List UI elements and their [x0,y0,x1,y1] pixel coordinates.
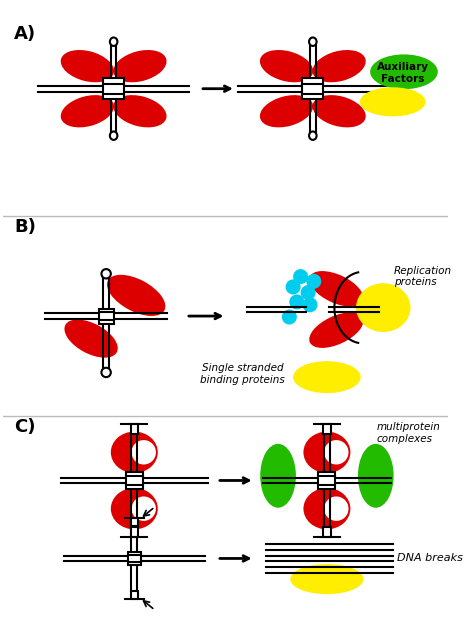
Circle shape [306,274,321,289]
Ellipse shape [370,55,438,89]
Ellipse shape [61,50,114,82]
Polygon shape [319,472,336,489]
Ellipse shape [131,496,156,521]
Ellipse shape [101,368,111,377]
Ellipse shape [293,361,361,393]
Ellipse shape [356,283,410,332]
Circle shape [282,309,297,325]
Ellipse shape [260,444,296,508]
Polygon shape [103,79,124,99]
Ellipse shape [61,95,114,127]
Ellipse shape [111,488,158,529]
Ellipse shape [111,432,158,473]
Circle shape [289,294,304,309]
Ellipse shape [312,95,366,127]
Ellipse shape [309,313,364,348]
Polygon shape [130,424,138,434]
Polygon shape [302,79,323,99]
Circle shape [285,280,301,294]
Ellipse shape [110,37,118,46]
Ellipse shape [312,50,366,82]
Polygon shape [130,518,138,526]
Ellipse shape [131,440,156,465]
Text: multiprotein
complexes: multiprotein complexes [377,422,441,444]
Polygon shape [323,527,331,537]
Ellipse shape [360,87,426,117]
Polygon shape [323,424,331,434]
Text: B): B) [14,218,36,236]
Text: Single stranded
binding proteins: Single stranded binding proteins [200,363,285,385]
Text: Replication
proteins: Replication proteins [393,266,452,287]
Ellipse shape [324,496,348,521]
Ellipse shape [303,432,350,473]
Polygon shape [130,527,138,537]
Ellipse shape [260,50,313,82]
Text: DNA breaks: DNA breaks [397,553,463,564]
Polygon shape [126,472,143,489]
Ellipse shape [260,95,313,127]
Ellipse shape [113,95,166,127]
Ellipse shape [324,440,348,465]
Ellipse shape [309,37,317,46]
Circle shape [293,269,308,284]
Ellipse shape [110,131,118,140]
Polygon shape [99,309,114,323]
Polygon shape [128,552,141,565]
Ellipse shape [101,269,111,278]
Ellipse shape [309,271,364,307]
Ellipse shape [290,564,364,594]
Text: Auxiliary
Factors: Auxiliary Factors [377,62,429,84]
Ellipse shape [107,275,165,316]
Text: A): A) [14,25,36,43]
Polygon shape [130,592,138,599]
Ellipse shape [358,444,393,508]
Circle shape [302,297,318,313]
Ellipse shape [113,50,166,82]
Ellipse shape [303,488,350,529]
Ellipse shape [309,131,317,140]
Text: C): C) [14,418,36,436]
Circle shape [301,285,316,300]
Ellipse shape [64,320,118,358]
